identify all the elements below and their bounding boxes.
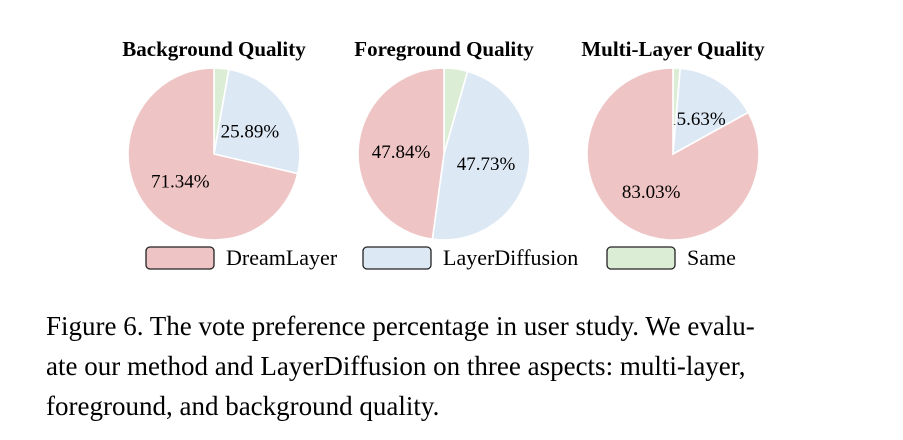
pie-slice-layerdiffusion-background-quality xyxy=(213,68,301,175)
legend-label-layerdiffusion: LayerDiffusion xyxy=(443,245,578,270)
pie-label-layerdiffusion-background-quality: 25.89% xyxy=(221,121,280,142)
chart-title-foreground-quality: Foreground Quality xyxy=(354,37,534,61)
pie-label-layerdiffusion-foreground-quality: 47.73% xyxy=(457,154,516,175)
pie-slice-dreamlayer-background-quality xyxy=(127,67,299,241)
pie-label-dreamlayer-background-quality: 71.34% xyxy=(151,172,210,193)
legend-swatch-dreamlayer xyxy=(145,246,215,270)
caption-line-3: foreground, and background quality. xyxy=(46,391,440,421)
chart-title-background-quality: Background Quality xyxy=(122,37,306,61)
pie-label-layerdiffusion-multi-layer-quality: 15.63% xyxy=(667,109,726,130)
legend: DreamLayer LayerDiffusion Same xyxy=(145,245,736,270)
pie-label-dreamlayer-foreground-quality: 47.84% xyxy=(372,142,431,163)
legend-label-same: Same xyxy=(687,245,736,270)
caption-line-2: ate our method and LayerDiffusion on thr… xyxy=(46,351,746,381)
legend-swatch-same xyxy=(606,246,676,270)
pie-slice-dreamlayer-multi-layer-quality xyxy=(586,67,760,241)
pie-slice-layerdiffusion-foreground-quality xyxy=(431,70,531,241)
chart-title-multi-layer-quality: Multi-Layer Quality xyxy=(581,37,765,61)
figure-caption: Figure 6. The vote preference percentage… xyxy=(46,306,866,426)
pie-slice-dreamlayer-foreground-quality xyxy=(357,67,445,241)
pie-slice-layerdiffusion-multi-layer-quality xyxy=(672,67,750,156)
legend-label-dreamlayer: DreamLayer xyxy=(226,245,338,270)
caption-line-1: Figure 6. The vote preference percentage… xyxy=(46,311,755,341)
pie-chart-figure: Background Quality 25.89% 71.34% Foreground… xyxy=(122,37,765,270)
legend-swatch-layerdiffusion xyxy=(362,246,432,270)
pie-label-dreamlayer-multi-layer-quality: 83.03% xyxy=(622,182,681,203)
